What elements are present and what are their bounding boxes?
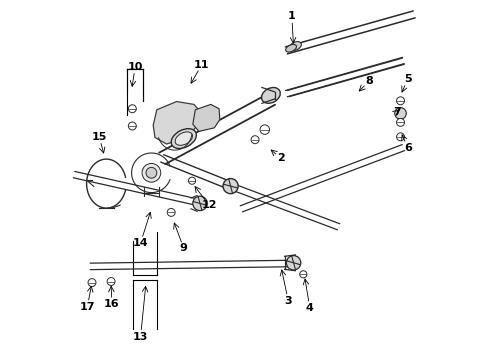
Text: 14: 14 — [133, 238, 148, 248]
Ellipse shape — [396, 97, 404, 105]
Text: 3: 3 — [284, 296, 292, 306]
Text: 1: 1 — [288, 11, 295, 21]
Text: 16: 16 — [104, 299, 120, 309]
Ellipse shape — [107, 278, 115, 285]
Ellipse shape — [128, 122, 136, 130]
Ellipse shape — [189, 177, 196, 184]
Ellipse shape — [128, 105, 136, 113]
Text: 2: 2 — [277, 153, 285, 163]
Ellipse shape — [171, 129, 196, 149]
Ellipse shape — [286, 44, 296, 52]
Ellipse shape — [193, 196, 207, 211]
Text: 12: 12 — [201, 200, 217, 210]
Ellipse shape — [262, 87, 280, 103]
Ellipse shape — [396, 133, 404, 141]
Ellipse shape — [300, 271, 307, 278]
Text: 13: 13 — [133, 332, 148, 342]
Text: 11: 11 — [194, 60, 210, 70]
Text: 6: 6 — [404, 143, 412, 153]
Ellipse shape — [167, 208, 175, 216]
Ellipse shape — [88, 279, 96, 287]
Ellipse shape — [142, 163, 161, 182]
Ellipse shape — [146, 167, 157, 178]
Ellipse shape — [175, 132, 193, 145]
Text: 7: 7 — [393, 107, 401, 117]
Ellipse shape — [396, 118, 404, 126]
Ellipse shape — [251, 136, 259, 144]
Text: 8: 8 — [366, 76, 373, 86]
Ellipse shape — [290, 42, 301, 50]
Text: 17: 17 — [79, 302, 95, 312]
Polygon shape — [193, 104, 220, 131]
Ellipse shape — [223, 179, 238, 194]
Text: 10: 10 — [127, 62, 143, 72]
Ellipse shape — [260, 125, 270, 134]
Text: 9: 9 — [180, 243, 188, 253]
Polygon shape — [153, 102, 201, 144]
Ellipse shape — [286, 256, 301, 270]
Text: 5: 5 — [404, 74, 412, 84]
Ellipse shape — [395, 108, 406, 119]
Text: 15: 15 — [92, 132, 107, 142]
Text: 4: 4 — [306, 303, 314, 313]
